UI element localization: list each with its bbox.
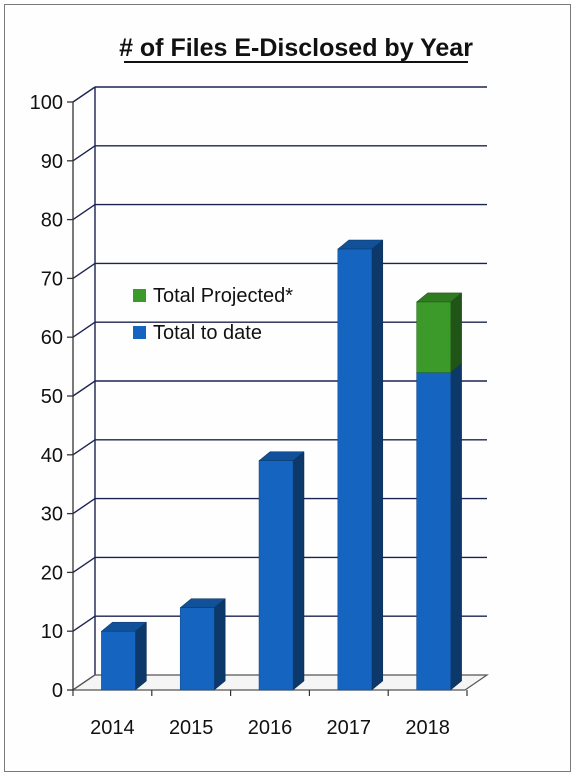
y-tick-label: 100 (30, 92, 63, 114)
y-tick-label: 50 (41, 386, 63, 408)
bar-2015-total-to-date (179, 607, 215, 691)
side-wall-line (72, 439, 96, 456)
y-tick-label: 40 (41, 445, 63, 467)
bar-2018-total-projected (416, 301, 451, 373)
side-wall-line (72, 615, 96, 632)
bar-2014-total-to-date (101, 630, 136, 691)
tick-labels: 0 10 20 30 40 50 60 70 80 90 100 2014 2015 2016 2017 20… (30, 92, 450, 739)
side-wall-line (72, 380, 96, 397)
y-tick-label: 20 (41, 562, 63, 584)
y-tick-label: 10 (41, 621, 63, 643)
y-tick-label: 90 (41, 151, 63, 173)
bars (100, 239, 463, 691)
legend-swatch (133, 326, 146, 339)
x-tick-label: 2015 (169, 717, 214, 739)
bar-side (371, 239, 384, 691)
bar-top (415, 292, 463, 303)
bar-side (135, 621, 147, 691)
side-wall-line (72, 321, 96, 338)
y-tick-label: 80 (41, 210, 63, 232)
bar-top (337, 239, 384, 250)
legend-label: Total Projected* (153, 285, 293, 307)
bar-top (258, 451, 305, 461)
y-tick-label: 70 (41, 268, 63, 290)
bar-2016-total-to-date (258, 460, 294, 691)
x-tick-label: 2018 (405, 717, 450, 739)
legend: Total Projected* Total to date (133, 285, 293, 344)
legend-label: Total to date (153, 322, 262, 344)
side-wall-line (72, 145, 96, 162)
bar-2017-total-to-date (337, 248, 373, 691)
bar-side (450, 362, 462, 691)
bar-top (100, 621, 148, 632)
x-tick-label: 2017 (327, 717, 372, 739)
chart-title: # of Files E-Disclosed by Year (119, 34, 473, 62)
side-wall-line (72, 498, 96, 515)
y-tick-label: 0 (52, 680, 63, 702)
side-wall-line (72, 262, 96, 279)
x-tick-label: 2016 (248, 717, 293, 739)
bar-side (213, 598, 226, 691)
bar-side (450, 292, 462, 374)
side-wall-line (72, 556, 96, 573)
bar-top (179, 598, 226, 608)
bar-side (292, 451, 305, 691)
y-tick-label: 30 (41, 504, 63, 526)
side-wall-line (72, 86, 96, 103)
y-tick-label: 60 (41, 327, 63, 349)
legend-swatch (133, 289, 146, 302)
side-wall-line (72, 204, 96, 221)
bar-2018-total-to-date (416, 372, 451, 691)
x-tick-label: 2014 (90, 717, 135, 739)
